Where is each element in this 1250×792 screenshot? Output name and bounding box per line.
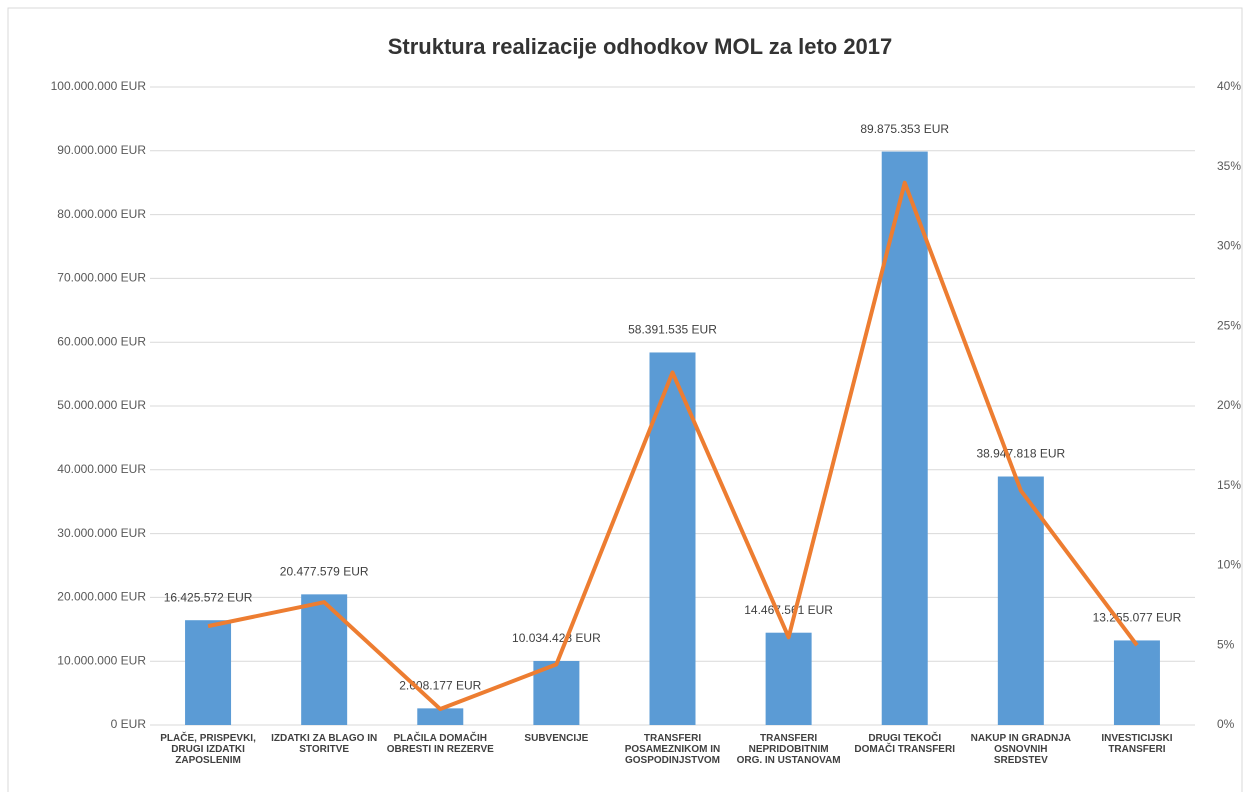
y-tick-label: 50.000.000 EUR: [57, 398, 146, 412]
y-tick-label: 40.000.000 EUR: [57, 462, 146, 476]
data-label: 16.425.572 EUR: [164, 590, 253, 604]
bar: [765, 632, 812, 725]
y-tick-label: 80.000.000 EUR: [57, 207, 146, 221]
bar: [417, 708, 464, 725]
y2-tick-label: 0%: [1217, 717, 1235, 731]
x-tick-label: PLAČILA DOMAČIH OBRESTI IN REZERVE: [386, 733, 494, 755]
x-tick-label: TRANSFERI POSAMEZNIKOM IN GOSPODINJSTVOM: [624, 733, 721, 766]
data-label: 14.467.561 EUR: [744, 603, 833, 617]
bar: [997, 476, 1044, 725]
y2-tick-label: 10%: [1217, 558, 1241, 572]
x-tick-label: NAKUP IN GRADNJA OSNOVNIH SREDSTEV: [970, 733, 1072, 766]
data-label: 13.255.077 EUR: [1093, 611, 1182, 625]
x-tick-label: IZDATKI ZA BLAGO IN STORITVE: [271, 733, 378, 755]
bar: [301, 594, 348, 725]
y-tick-label: 60.000.000 EUR: [57, 334, 146, 348]
y2-tick-label: 40%: [1217, 79, 1241, 93]
y-tick-label: 90.000.000 EUR: [57, 143, 146, 157]
data-label: 20.477.579 EUR: [280, 565, 369, 579]
y-tick-label: 100.000.000 EUR: [51, 79, 147, 93]
y2-tick-label: 30%: [1217, 239, 1241, 253]
bar: [1113, 640, 1160, 725]
y2-tick-label: 5%: [1217, 637, 1235, 651]
y-tick-label: 70.000.000 EUR: [57, 271, 146, 285]
y2-tick-label: 25%: [1217, 318, 1241, 332]
y-tick-label: 20.000.000 EUR: [57, 590, 146, 604]
chart-title: Struktura realizacije odhodkov MOL za le…: [388, 34, 893, 59]
y-tick-label: 10.000.000 EUR: [57, 653, 146, 667]
y-tick-label: 30.000.000 EUR: [57, 526, 146, 540]
x-tick-label: PLAČE, PRISPEVKI, DRUGI IZDATKI ZAPOSLEN…: [160, 733, 256, 766]
y2-tick-label: 20%: [1217, 398, 1241, 412]
bar: [185, 620, 232, 725]
data-label: 10.034.428 EUR: [512, 631, 601, 645]
x-tick-label: TRANSFERI NEPRIDOBITNIM ORG. IN USTANOVA…: [736, 733, 841, 766]
bar: [881, 151, 928, 726]
x-tick-label: DRUGI TEKOČI DOMAČI TRANSFERI: [854, 733, 955, 755]
y-tick-label: 0 EUR: [111, 717, 147, 731]
data-label: 38.947.818 EUR: [976, 447, 1065, 461]
data-label: 58.391.535 EUR: [628, 323, 717, 337]
y2-tick-label: 35%: [1217, 159, 1241, 173]
y2-tick-label: 15%: [1217, 478, 1241, 492]
data-label: 89.875.353 EUR: [860, 122, 949, 136]
line: [207, 180, 1139, 712]
x-tick-label: INVESTICIJSKI TRANSFERI: [1101, 733, 1173, 755]
x-tick-label: SUBVENCIJE: [524, 733, 589, 744]
